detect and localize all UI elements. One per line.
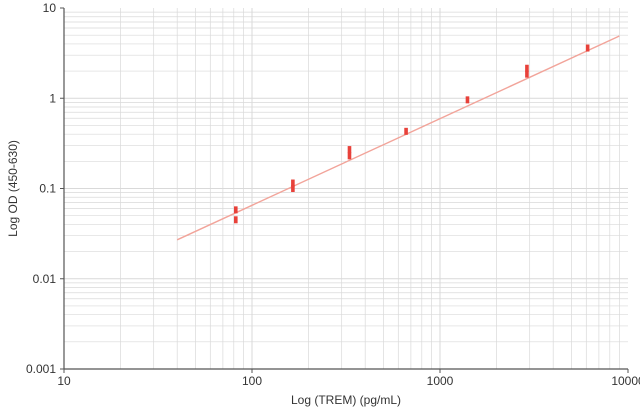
axes: [60, 7, 629, 373]
grid: [64, 8, 628, 369]
data-point: [291, 179, 295, 187]
y-tick-label: 0.01: [33, 272, 57, 286]
x-tick-label: 100: [242, 374, 262, 388]
x-tick-label: 10: [57, 374, 71, 388]
data-point: [465, 96, 470, 104]
fit-line: [176, 35, 620, 241]
y-axis-label: Log OD (450-630): [6, 140, 20, 237]
data-point: [291, 185, 295, 192]
x-axis-label: Log (TREM) (pg/mL): [291, 393, 401, 407]
y-tick-label: 1: [49, 91, 56, 105]
data-point: [233, 216, 238, 224]
y-tick-label: 10: [43, 1, 57, 15]
data-point: [525, 64, 529, 72]
data-point: [233, 206, 238, 214]
data-point: [404, 127, 408, 135]
data-point: [525, 70, 529, 78]
data-point: [347, 152, 352, 160]
data-point: [585, 44, 590, 52]
data-points: [233, 44, 590, 224]
y-tick-label: 0.1: [39, 182, 56, 196]
x-tick-label: 1000: [427, 374, 454, 388]
data-point: [347, 146, 352, 154]
y-tick-label: 0.001: [26, 362, 56, 376]
